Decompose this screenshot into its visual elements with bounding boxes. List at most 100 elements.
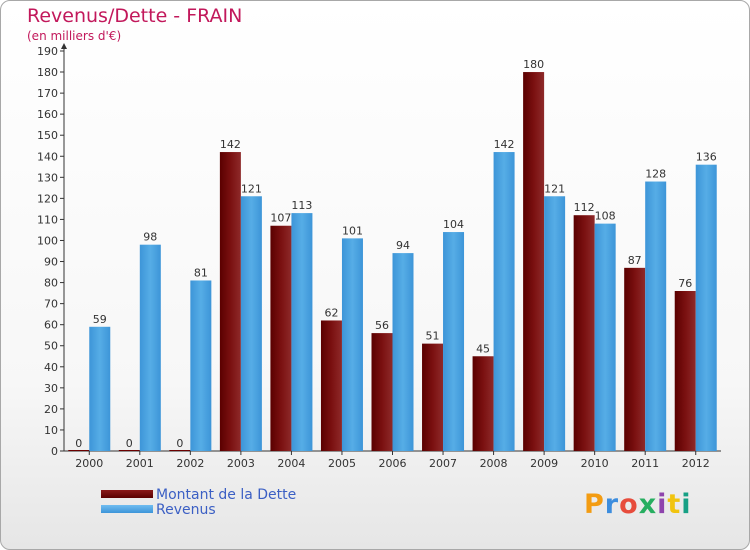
legend-swatch-dette <box>101 490 153 498</box>
data-label: 98 <box>143 231 157 244</box>
y-tick-label: 80 <box>44 277 58 290</box>
data-label: 45 <box>476 342 490 355</box>
bar-dette <box>169 450 191 451</box>
x-tick-label: 2012 <box>682 457 710 470</box>
x-tick-label: 2003 <box>227 457 255 470</box>
y-axis: 0 10 20 30 40 50 60 70 80 90 100 110 120 130 140 150 160… <box>37 43 67 458</box>
y-tick-label: 60 <box>44 319 58 332</box>
bar-dette <box>573 215 595 451</box>
x-tick-label: 2008 <box>480 457 508 470</box>
bar-dette <box>320 320 342 451</box>
x-tick-label: 2006 <box>379 457 407 470</box>
y-tick-label: 160 <box>37 108 58 121</box>
x-tick-label: 2009 <box>530 457 558 470</box>
data-label: 108 <box>595 210 616 223</box>
data-label: 0 <box>176 437 183 450</box>
bar-revenus <box>240 196 262 451</box>
x-axis: 2000 2001 2002 2003 2004 2005 2006 2007 2008 2009… <box>64 450 721 470</box>
data-label: 104 <box>443 218 464 231</box>
brand-letter: P <box>584 489 605 520</box>
y-tick-label: 70 <box>44 298 58 311</box>
data-label: 142 <box>220 138 241 151</box>
data-label: 107 <box>270 212 291 225</box>
data-label: 87 <box>628 254 642 267</box>
y-tick-label: 110 <box>37 213 58 226</box>
bar-revenus <box>139 244 161 451</box>
y-tick-label: 130 <box>37 171 58 184</box>
bar-dette <box>472 356 494 451</box>
bar-dette <box>523 72 545 451</box>
y-tick-label: 10 <box>44 424 58 437</box>
bar-revenus <box>341 238 363 451</box>
data-label: 101 <box>342 224 363 237</box>
bar-dette <box>674 291 696 451</box>
y-tick-label: 170 <box>37 87 58 100</box>
bar-revenus <box>190 280 212 451</box>
brand-letter: o <box>619 489 639 520</box>
bar-revenus <box>291 213 313 451</box>
y-tick-label: 140 <box>37 150 58 163</box>
data-label: 142 <box>494 138 515 151</box>
x-tick-label: 2010 <box>581 457 609 470</box>
bar-revenus <box>392 253 414 451</box>
y-tick-label: 150 <box>37 129 58 142</box>
bar-revenus <box>443 232 465 451</box>
y-tick-label: 100 <box>37 234 58 247</box>
bar-revenus <box>594 223 616 451</box>
bar-dette <box>219 152 241 452</box>
data-label: 94 <box>396 239 410 252</box>
data-label: 0 <box>75 437 82 450</box>
x-tick-label: 2001 <box>126 457 154 470</box>
brand-letter: i <box>657 489 668 520</box>
data-label: 121 <box>241 182 262 195</box>
legend-swatch-revenus <box>101 505 153 513</box>
brand-letter: t <box>667 489 682 520</box>
data-label: 76 <box>678 277 692 290</box>
data-label: 112 <box>574 201 595 214</box>
data-label: 136 <box>696 151 717 164</box>
brand-letter: i <box>681 489 692 520</box>
bar-dette <box>422 343 444 451</box>
brand-letter: x <box>638 489 658 520</box>
x-tick-label: 2000 <box>75 457 103 470</box>
y-tick-label: 0 <box>51 445 58 458</box>
bar-dette <box>68 450 90 451</box>
data-label: 51 <box>426 330 440 343</box>
chart-title: Revenus/Dette - FRAIN <box>27 5 243 27</box>
y-tick-label: 180 <box>37 66 58 79</box>
x-tick-label: 2004 <box>277 457 305 470</box>
y-tick-label: 90 <box>44 256 58 269</box>
data-label: 128 <box>645 168 666 181</box>
y-tick-label: 120 <box>37 192 58 205</box>
data-label: 180 <box>523 58 544 71</box>
bar-dette <box>371 333 393 451</box>
y-tick-label: 50 <box>44 340 58 353</box>
y-tick-label: 30 <box>44 382 58 395</box>
bar-revenus <box>89 326 111 451</box>
bar-dette <box>270 225 292 451</box>
data-label: 121 <box>544 182 565 195</box>
bar-revenus <box>645 181 667 452</box>
brand-letter: r <box>604 489 620 520</box>
data-label: 113 <box>291 199 312 212</box>
x-tick-label: 2011 <box>631 457 659 470</box>
bar-dette <box>624 267 646 451</box>
legend-label-revenus: Revenus <box>156 502 216 518</box>
y-axis-arrow <box>61 43 67 49</box>
data-label: 62 <box>324 306 338 319</box>
y-tick-label: 190 <box>37 45 58 58</box>
legend-label-dette: Montant de la Dette <box>156 487 297 503</box>
x-tick-label: 2005 <box>328 457 356 470</box>
data-label: 56 <box>375 319 389 332</box>
bar-dette <box>118 450 140 451</box>
bar-revenus <box>493 152 515 452</box>
data-label: 0 <box>126 437 133 450</box>
brand-logo: Proxiti <box>584 489 692 520</box>
bar-revenus <box>695 164 717 451</box>
x-tick-label: 2002 <box>176 457 204 470</box>
bar-revenus <box>544 196 566 451</box>
x-tick-label: 2007 <box>429 457 457 470</box>
